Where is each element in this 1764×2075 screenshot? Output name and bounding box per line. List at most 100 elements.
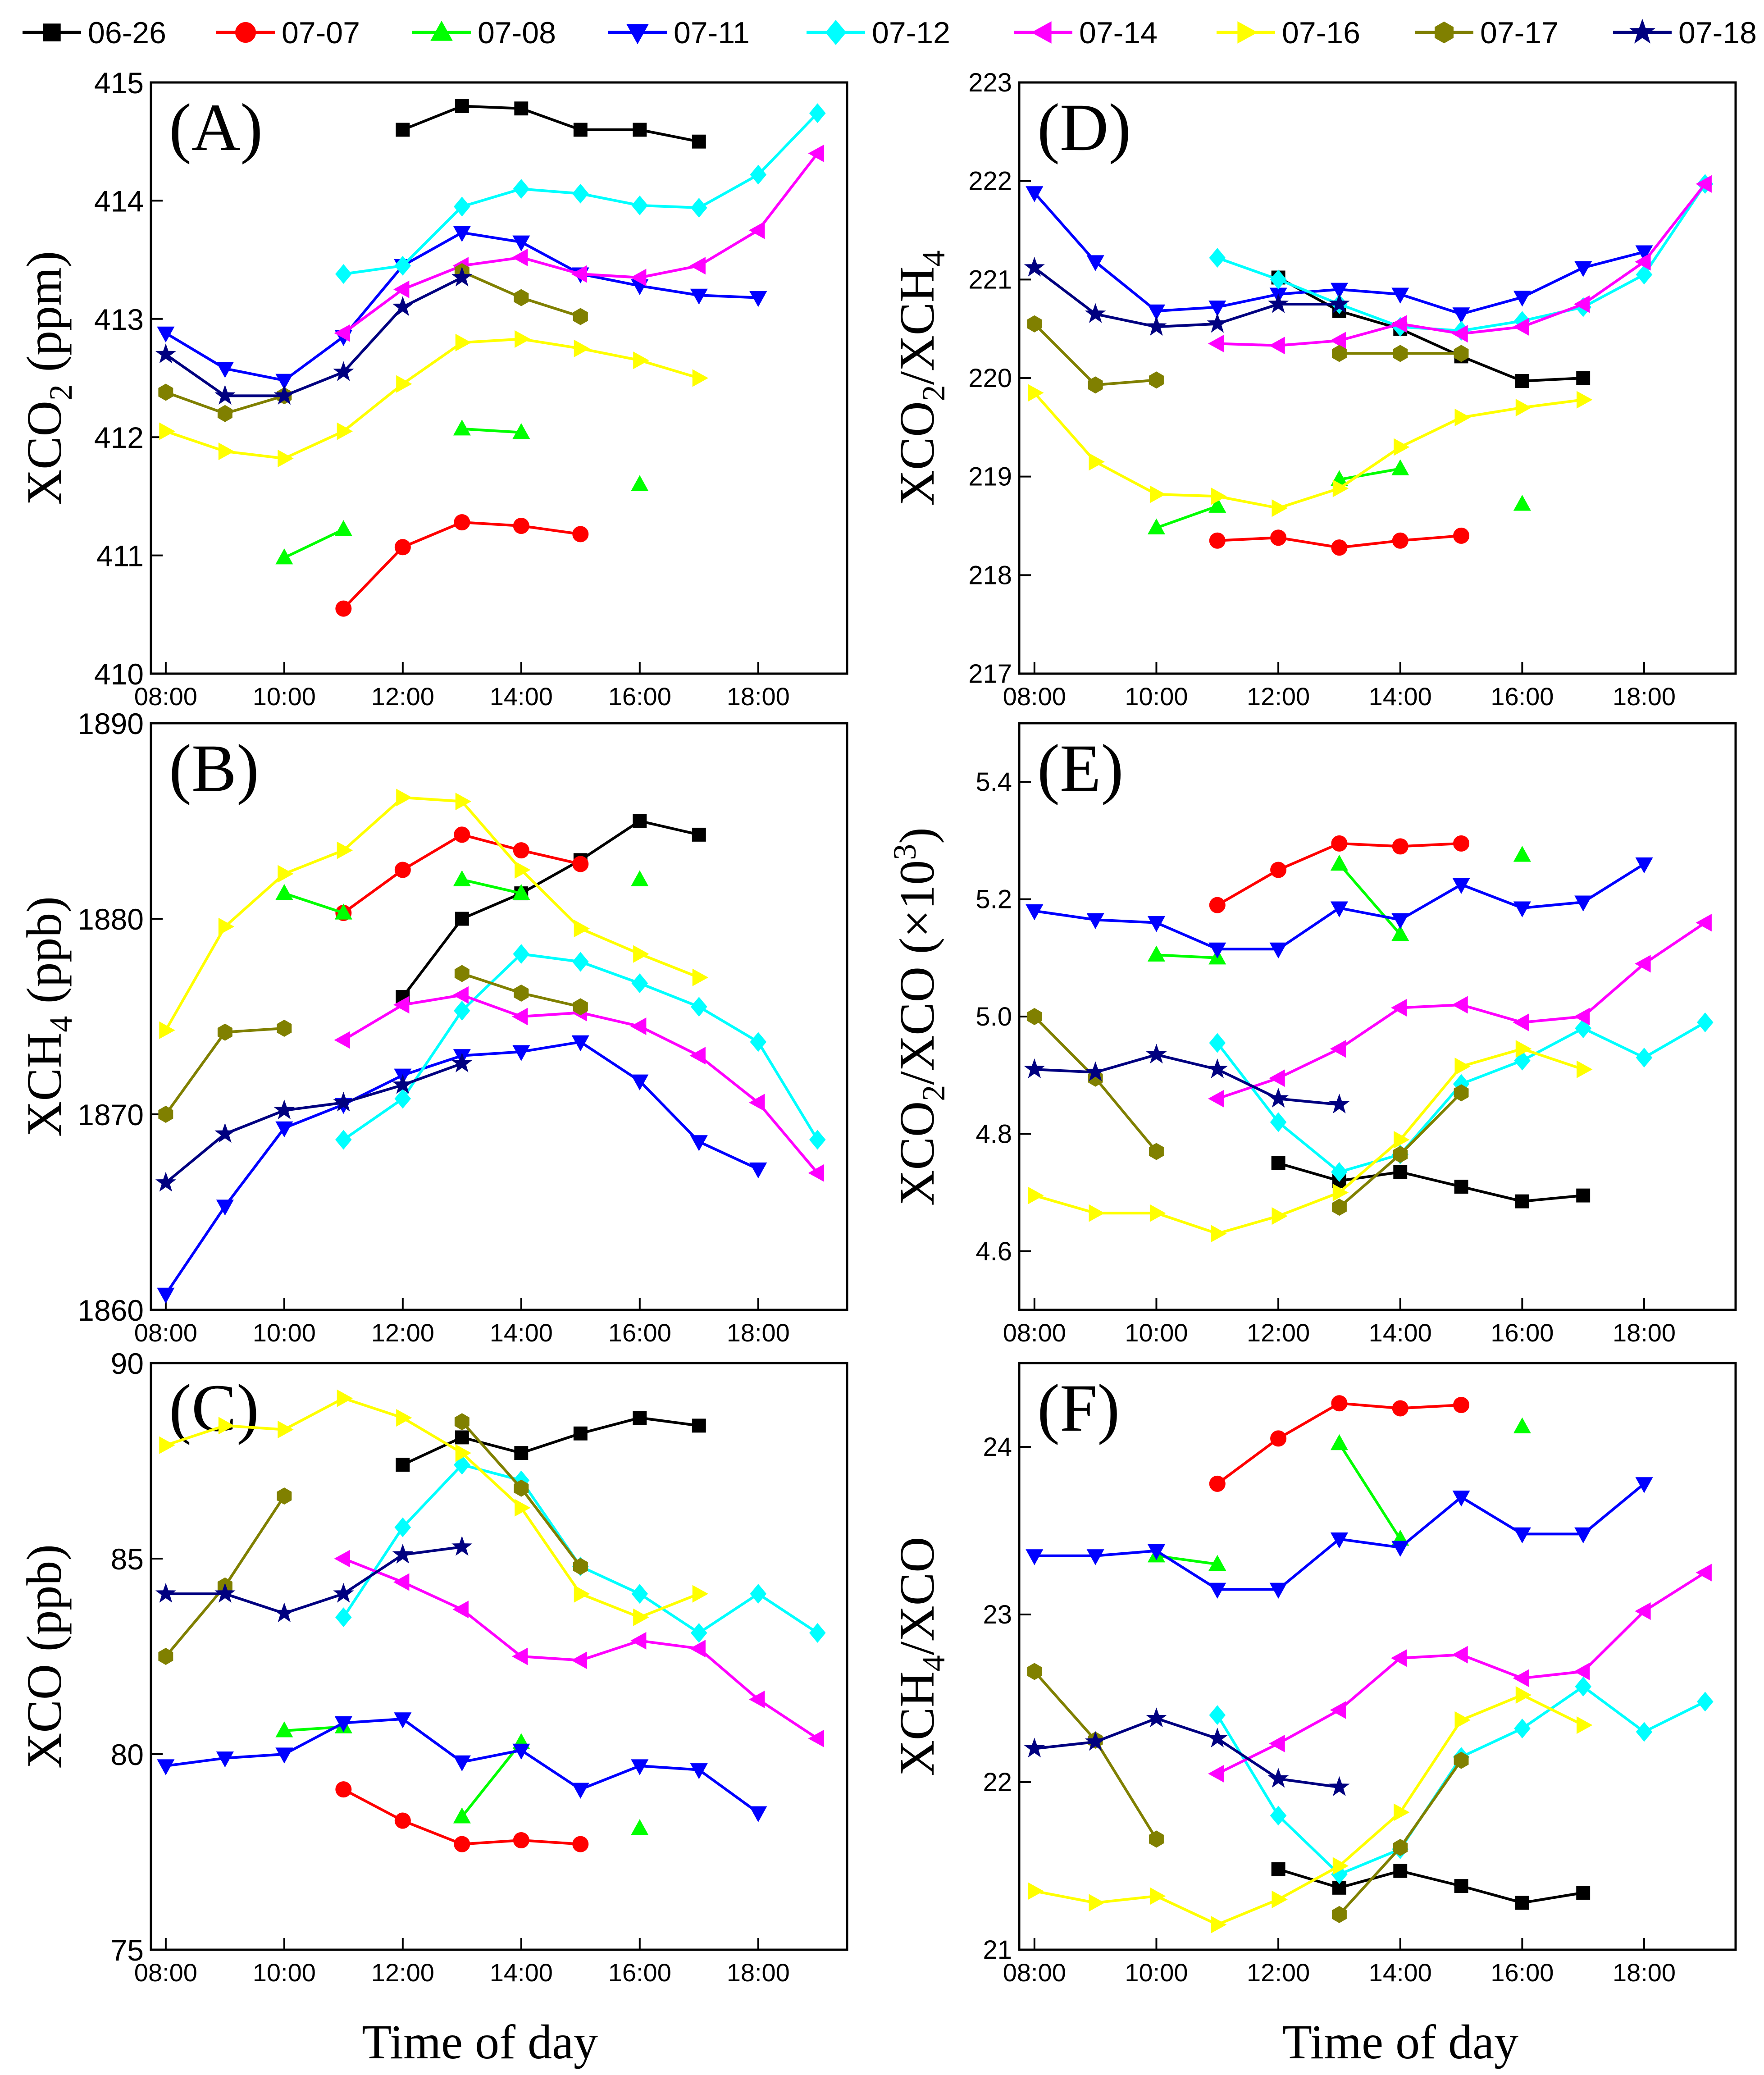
data-point: [1573, 295, 1590, 313]
series-line: [1034, 1047, 1584, 1235]
series-line: [164, 1062, 463, 1184]
panel-C: 75 80 85 90 08:00 10:00 12:00 14:00 16:00 18:00 (C…: [17, 1347, 848, 1987]
legend-label: 07-08: [478, 16, 556, 50]
data-point: [1268, 1768, 1289, 1788]
data-point: [451, 1536, 473, 1556]
data-point: [692, 1418, 706, 1433]
data-point: [453, 1807, 471, 1824]
data-point: [750, 1032, 767, 1052]
data-point: [809, 103, 826, 123]
data-point: [572, 526, 589, 543]
series-07-18: [155, 266, 473, 405]
series-line: [165, 276, 463, 397]
data-point: [1391, 287, 1409, 304]
data-point: [1574, 261, 1592, 277]
data-point: [1452, 325, 1468, 343]
data-point: [1513, 1013, 1529, 1031]
data-point: [1149, 485, 1166, 503]
data-point: [396, 1409, 412, 1427]
data-point: [1329, 1094, 1350, 1113]
data-point: [158, 383, 173, 401]
data-point: [1330, 854, 1348, 871]
data-point: [1269, 1734, 1285, 1752]
series-07-12: [335, 103, 826, 284]
x-tick-label: 08:00: [134, 682, 197, 711]
x-tick-label: 14:00: [1369, 1958, 1432, 1987]
legend-marker-circle: [235, 22, 256, 43]
series-line: [402, 105, 699, 143]
series-line: [1217, 1571, 1706, 1775]
data-point: [514, 101, 529, 116]
series-line: [342, 994, 819, 1174]
x-tick-label: 14:00: [490, 1318, 553, 1347]
panel-D: 217 218 219 220 221 222 223 08:00 10:00 12:00 14:0…: [889, 68, 1737, 711]
data-point: [1514, 1719, 1531, 1738]
data-point: [1636, 1048, 1653, 1068]
series-07-14: [334, 144, 824, 342]
series-line: [165, 231, 758, 382]
data-point: [1270, 1430, 1287, 1447]
data-point: [514, 1479, 529, 1497]
data-point: [1331, 1395, 1348, 1412]
series-07-07: [335, 514, 589, 617]
data-point: [512, 248, 528, 266]
data-point: [1208, 1555, 1226, 1571]
data-point: [809, 1623, 826, 1643]
x-tick-label: 08:00: [134, 1318, 197, 1347]
data-point: [1086, 913, 1104, 929]
data-point: [216, 1199, 234, 1216]
data-point: [1391, 913, 1409, 929]
series-07-14: [1208, 175, 1712, 355]
x-tick-label: 14:00: [1369, 1318, 1432, 1347]
data-point: [275, 1747, 293, 1764]
y-tick-label: 1890: [77, 707, 144, 740]
y-axis-title: XCH4/XCO: [889, 1537, 952, 1776]
data-point: [1146, 315, 1167, 336]
plot-frame: [1018, 81, 1737, 675]
data-point: [1515, 374, 1529, 388]
data-point: [333, 361, 354, 381]
x-axis-label-left: Time of day: [362, 2016, 598, 2069]
data-point: [1027, 315, 1042, 333]
data-point: [1636, 265, 1653, 285]
data-point: [633, 1411, 647, 1425]
x-tick-label: 08:00: [134, 1958, 197, 1987]
panel-label: (B): [169, 731, 259, 806]
data-point: [571, 1783, 589, 1799]
data-point: [453, 1755, 471, 1772]
series-line: [1156, 505, 1218, 529]
data-point: [1454, 1058, 1471, 1076]
x-axis-label-right: Time of day: [1282, 2016, 1518, 2069]
data-point: [277, 1020, 292, 1037]
series-06-26: [396, 99, 706, 149]
y-tick-label: 217: [968, 659, 1012, 689]
data-point: [1269, 337, 1285, 355]
data-point: [513, 518, 529, 534]
y-tick-label: 411: [96, 539, 144, 573]
y-tick-label: 5.0: [975, 1002, 1012, 1031]
data-point: [335, 1781, 352, 1798]
data-point: [1453, 527, 1470, 544]
data-point: [1331, 539, 1348, 556]
data-point: [1268, 293, 1289, 313]
data-point: [1332, 1184, 1349, 1202]
x-tick-label: 18:00: [1613, 1958, 1676, 1987]
data-point: [1576, 1188, 1591, 1203]
data-point: [453, 870, 471, 886]
legend-label: 07-11: [674, 16, 750, 50]
data-point: [1390, 999, 1407, 1017]
data-point: [334, 1716, 352, 1733]
data-point: [1513, 318, 1529, 336]
data-point: [217, 405, 232, 422]
series-line: [1278, 1868, 1584, 1904]
y-tick-label: 23: [983, 1600, 1012, 1629]
data-point: [396, 123, 410, 137]
data-point: [633, 351, 649, 369]
data-point: [512, 1045, 530, 1061]
data-point: [1696, 1692, 1714, 1712]
data-point: [1332, 345, 1347, 362]
data-point: [630, 269, 647, 287]
data-point: [1513, 291, 1531, 307]
data-point: [574, 920, 590, 938]
x-tick-label: 10:00: [253, 1958, 316, 1987]
